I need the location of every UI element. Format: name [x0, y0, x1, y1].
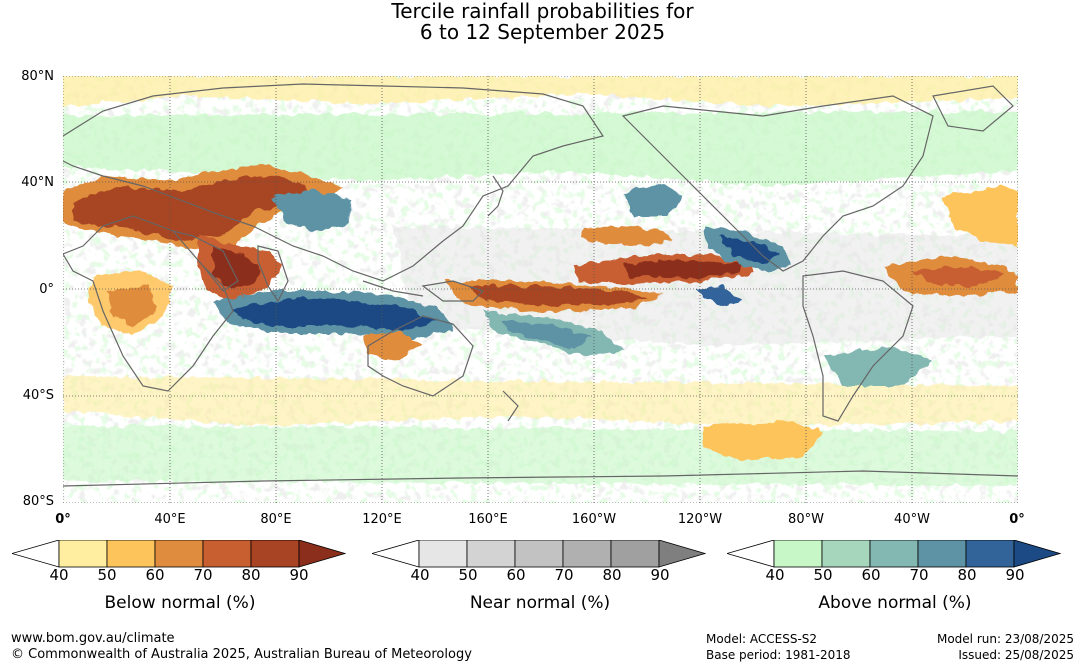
legend-tick: 80 — [957, 566, 977, 584]
lat-label-40s: 40°S — [22, 388, 54, 403]
legend-near-normal-title: Near normal (%) — [469, 593, 611, 613]
legend-arrow-low — [372, 540, 420, 568]
legend-swatch — [514, 540, 564, 568]
legend-tick: 70 — [554, 566, 574, 584]
legend-swatch — [106, 540, 156, 568]
footer-copyright: © Commonwealth of Australia 2025, Austra… — [11, 647, 472, 662]
lon-label-80w: 80°W — [788, 512, 824, 527]
map-title-line-2: 6 to 12 September 2025 — [419, 20, 666, 44]
legend-swatch — [418, 540, 468, 568]
legend-swatch — [58, 540, 108, 568]
legend-arrow-high — [1013, 540, 1062, 568]
legend-tick: 80 — [602, 566, 622, 584]
legend-below-normal-colorbar — [12, 540, 347, 568]
legend-tick: 90 — [1005, 566, 1025, 584]
lat-label-80s: 80°S — [22, 494, 54, 509]
legend-tick: 50 — [458, 566, 478, 584]
legend-tick: 40 — [410, 566, 430, 584]
footer-model: Model: ACCESS-S2 — [706, 632, 818, 646]
legend-arrow-low — [12, 540, 60, 568]
lat-label-80n: 80°N — [21, 69, 54, 84]
legend-above-normal-title: Above normal (%) — [818, 593, 972, 613]
lon-label-160w: 160°W — [571, 512, 617, 527]
lon-label-160e: 160°E — [468, 512, 508, 527]
legend-swatch — [562, 540, 612, 568]
legend-tick: 60 — [506, 566, 526, 584]
legend-tick: 50 — [813, 566, 833, 584]
lat-label-equator: 0° — [39, 282, 54, 297]
legend-swatch — [773, 540, 823, 568]
legend-tick: 40 — [49, 566, 69, 584]
legend-tick: 60 — [145, 566, 165, 584]
legend-swatch — [610, 540, 660, 568]
footer-model-run: Model run: 23/08/2025 — [936, 632, 1074, 646]
legend-below-normal-title: Below normal (%) — [104, 593, 256, 613]
legend-swatch — [917, 540, 967, 568]
lon-label-0-right: 0° — [1009, 512, 1025, 527]
lon-label-0-left: 0° — [55, 512, 71, 527]
legend-tick: 90 — [289, 566, 309, 584]
map-title-line-1: Tercile rainfall probabilities for — [391, 0, 694, 23]
legend-swatch — [965, 540, 1015, 568]
footer-issued: Issued: 25/08/2025 — [958, 648, 1074, 662]
lat-label-40n: 40°N — [21, 175, 54, 190]
legend-tick: 40 — [765, 566, 785, 584]
legend-swatch — [821, 540, 871, 568]
footer-url: www.bom.gov.au/climate — [11, 631, 175, 646]
legend-tick: 70 — [909, 566, 929, 584]
legend-tick: 80 — [241, 566, 261, 584]
legend-tick: 90 — [650, 566, 670, 584]
legend-arrow-high — [298, 540, 347, 568]
graticule — [63, 76, 1018, 503]
legend-arrow-high — [658, 540, 707, 568]
legend-tick: 50 — [97, 566, 117, 584]
legend-swatch — [202, 540, 252, 568]
legend-swatch — [154, 540, 204, 568]
lon-label-120e: 120°E — [362, 512, 402, 527]
lon-label-80e: 80°E — [260, 512, 292, 527]
legend-tick: 60 — [861, 566, 881, 584]
legend-arrow-low — [727, 540, 775, 568]
rainfall-probability-map — [63, 76, 1018, 503]
legend-tick: 70 — [193, 566, 213, 584]
legend-above-normal-colorbar — [727, 540, 1062, 568]
legend-swatch — [250, 540, 300, 568]
lon-label-40e: 40°E — [154, 512, 186, 527]
legend-swatch — [466, 540, 516, 568]
legend-swatch — [869, 540, 919, 568]
coastlines — [63, 83, 1018, 487]
legend-near-normal-colorbar — [372, 540, 707, 568]
footer-base-period: Base period: 1981-2018 — [706, 648, 851, 662]
lon-label-40w: 40°W — [894, 512, 930, 527]
lon-label-120w: 120°W — [677, 512, 723, 527]
